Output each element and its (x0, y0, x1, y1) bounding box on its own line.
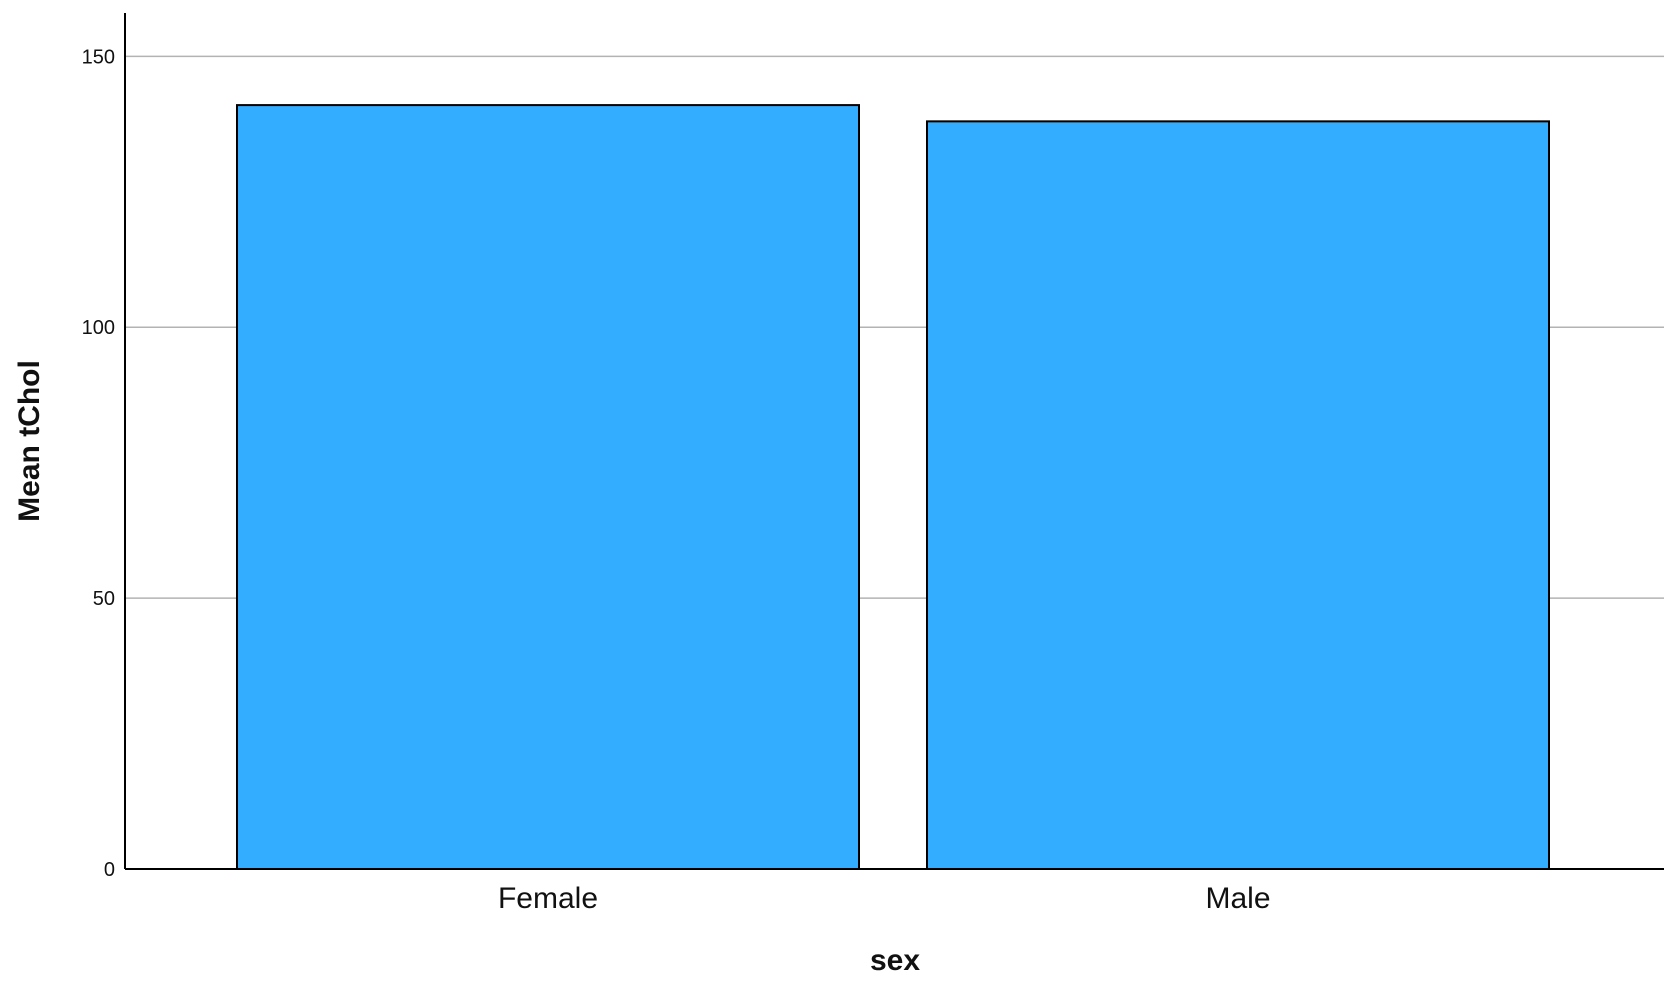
bars (236, 104, 1550, 871)
x-tick-label: Female (498, 882, 598, 915)
y-tick-label: 50 (93, 588, 115, 610)
y-tick-labels: 0 50 100 150 (82, 46, 115, 881)
axes (124, 13, 1664, 870)
y-axis-title: Mean tChol (13, 360, 46, 522)
y-tick-label: 150 (82, 46, 115, 68)
y-tick-label: 100 (82, 317, 115, 339)
x-tick-label: Male (1205, 882, 1270, 915)
x-tick-labels: Female Male (498, 882, 1271, 915)
bar-female (236, 104, 860, 871)
x-axis-title: sex (870, 944, 920, 977)
y-tick-label: 0 (104, 859, 115, 881)
bar-male (926, 120, 1550, 870)
